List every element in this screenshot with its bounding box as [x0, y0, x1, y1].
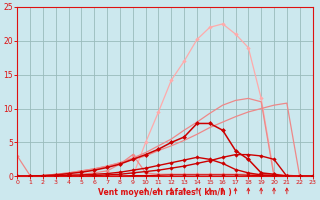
- X-axis label: Vent moyen/en rafales ( km/h ): Vent moyen/en rafales ( km/h ): [98, 188, 232, 197]
